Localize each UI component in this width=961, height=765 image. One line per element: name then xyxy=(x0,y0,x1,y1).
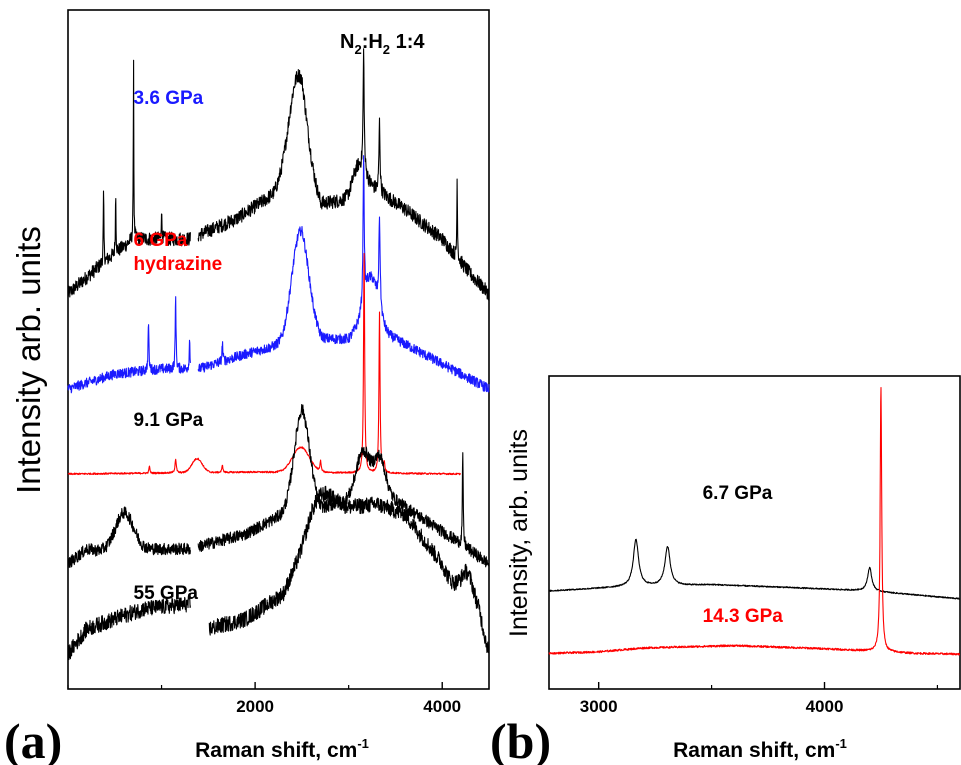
panel-a-series-0-line xyxy=(67,48,490,301)
panel-b-series-1-label: 14.3 GPa xyxy=(703,606,784,627)
panel-b-y-axis-title: Intensity, arb. units xyxy=(505,429,533,637)
composition-annotation: N2:H2 1:4 xyxy=(340,31,425,57)
panel-a-series-3-line xyxy=(67,404,490,568)
panel-b-frame xyxy=(548,375,961,690)
panel-b-series-1-line xyxy=(548,387,961,656)
panel-b: 3000 4000 6.7 GPa 14.3 GPa Intensity, arb.… xyxy=(490,375,961,765)
panel-a-series-4-label: 55 GPa xyxy=(134,583,199,604)
panel-a-frame xyxy=(67,9,490,690)
panel-b-x-axis-title: Raman shift, cm-1 xyxy=(673,736,847,762)
panel-a-traces xyxy=(67,48,490,661)
panel-a-series-2-line xyxy=(68,253,489,474)
panel-b-letter: (b) xyxy=(490,713,551,765)
panel-a-x-tick-label-1: 4000 xyxy=(423,697,461,716)
panel-a-x-tick-label-0: 2000 xyxy=(236,697,274,716)
panel-b-series-0-line xyxy=(548,538,961,600)
panel-b-traces xyxy=(548,387,961,656)
panel-a-series-3-label: 9.1 GPa xyxy=(134,410,204,431)
panel-b-x-ticks: 3000 4000 xyxy=(580,682,939,716)
panel-a-letter: (a) xyxy=(4,713,62,765)
panel-b-x-tick-label-1: 4000 xyxy=(806,697,844,716)
panel-a-y-axis-title: Intensity arb. units xyxy=(10,226,47,494)
panel-b-x-tick-label-0: 3000 xyxy=(580,697,618,716)
panel-b-series-labels: 6.7 GPa 14.3 GPa xyxy=(703,483,784,627)
panel-a-series-1-label: 3.6 GPa xyxy=(134,88,204,109)
panel-b-series-0-label: 6.7 GPa xyxy=(703,483,773,504)
panel-a-series-2-label: 6 GPa hydrazine xyxy=(134,230,223,275)
panel-a-x-ticks: 2000 4000 xyxy=(67,682,461,716)
panel-a-series-4-line xyxy=(67,485,490,661)
panel-a-series-1-line xyxy=(67,155,490,394)
panel-a-x-axis-title: Raman shift, cm-1 xyxy=(195,736,369,762)
